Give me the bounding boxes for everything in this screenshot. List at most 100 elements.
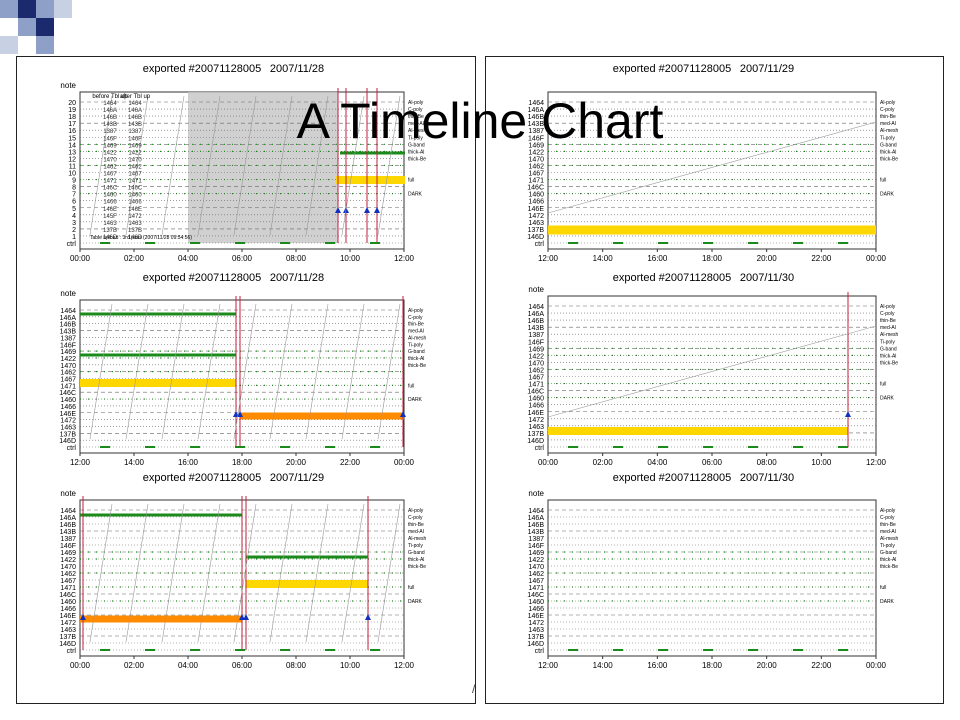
chart2-y-label: 146A (60, 315, 77, 322)
chart5-y-label: 1466 (528, 403, 544, 410)
chart1-y-label: 19 (68, 107, 76, 114)
chart4-y-label: 1469 (528, 142, 544, 149)
chart2-state-bar (80, 312, 236, 316)
chart3-diag-trace (197, 503, 221, 643)
chart2-y-label: 1469 (60, 349, 76, 356)
chart4-x-tick-label: 20:00 (757, 254, 778, 263)
chart3-y-label: ctrl (67, 648, 77, 655)
chart1-table-header-after: after Tbl up (120, 94, 151, 100)
chart2-legend-label: DARK (408, 397, 423, 403)
footer-mark: / (472, 682, 476, 696)
chart1-table-before-cell: 1471 (103, 179, 117, 185)
chart4-y-label: 1472 (528, 213, 544, 220)
chart2-legend-label: thick-Al (408, 356, 424, 362)
chart4-x-tick-label: 12:00 (538, 254, 559, 263)
chart1-title: exported #20071128005 (143, 63, 261, 75)
chart3-legend-label: Al-poly (408, 508, 424, 514)
chart4-plot-area (547, 91, 877, 250)
chart1-diag-trace (233, 95, 257, 236)
chart3-legend-label: DARK (408, 599, 423, 605)
chart1-date: 2007/11/28 (270, 63, 324, 75)
chart1-y-label: 5 (72, 206, 76, 213)
chart4-legend-label: G-band (880, 142, 897, 148)
chart4-y-label: 137B (528, 227, 545, 234)
chart1-table-after-cell: 1463 (128, 221, 142, 227)
chart5-y-label: 1460 (528, 396, 544, 403)
chart5-y-label: 146E (528, 410, 545, 417)
chart3-y-label: 1422 (60, 557, 76, 564)
chart6-title: exported #20071128005 (613, 472, 731, 484)
chart1-y-label: 7 (72, 192, 76, 199)
chart2-x-tick-label: 00:00 (394, 458, 415, 467)
chart2-state-bar (80, 379, 236, 387)
chart3-legend-label: Al-mesh (408, 536, 427, 542)
chart1-y-label: 17 (68, 121, 76, 128)
chart2-y-label: 146B (60, 322, 77, 329)
chart1-table-before-cell: 146F (103, 136, 117, 142)
chart5-x-tick-label: 02:00 (593, 458, 614, 467)
chart1-y-label: 9 (72, 178, 76, 185)
chart1-diag-trace (269, 95, 293, 236)
chart1-y-label: 6 (72, 199, 76, 206)
chart1-y-label: 3 (72, 220, 76, 227)
chart5-legend-label: thin-Be (880, 318, 896, 324)
chart1-table-after-cell: 1466 (128, 200, 142, 206)
chart4-y-label: 1462 (528, 163, 544, 170)
chart1-state-bar (336, 176, 405, 184)
chart6-legend-label: med-Al (880, 529, 896, 535)
chart1-table-after-cell: 146C (128, 186, 143, 192)
chart2-legend-label: Al-mesh (408, 335, 427, 341)
chart4-y-label: 1464 (528, 100, 544, 107)
chart4-y-label: ctrl (535, 241, 545, 248)
chart2-y-label: 146C (59, 390, 76, 397)
chart3-event-triangle (365, 614, 371, 620)
chart5-title: exported #20071128005 (613, 272, 731, 284)
chart4-legend-label: thin-Be (880, 114, 896, 120)
chart4-title: exported #20071128005 (613, 63, 731, 75)
chart4-legend-label: Ti-poly (880, 135, 895, 141)
chart1-y-label: 2 (72, 227, 76, 234)
chart1-table-before-cell: 1422 (103, 150, 117, 156)
chart1-table-after-cell: 1472 (128, 214, 142, 220)
chart3-y-label: 146A (60, 515, 77, 522)
chart6-x-tick-label: 16:00 (647, 661, 668, 670)
chart1-table-after-cell: 146D (128, 235, 143, 241)
slide-title: A Timeline Chart (296, 93, 664, 149)
chart1-table-before-cell: 146C (103, 186, 118, 192)
chart3-state-bar (246, 555, 368, 559)
chart3-diag-trace (161, 503, 185, 643)
chart4-y-label: 146B (528, 114, 545, 121)
chart6-x-tick-label: 22:00 (811, 661, 832, 670)
chart1-y-label: 14 (68, 142, 76, 149)
chart5-legend-label: C-poly (880, 311, 895, 317)
chart1-table-before-cell: 1467 (103, 172, 117, 178)
chart3-x-tick-label: 08:00 (286, 661, 307, 670)
chart2-diag-trace (125, 303, 149, 440)
chart1-legend-label: C-poly (408, 107, 423, 113)
chart2-y-label: 1422 (60, 356, 76, 363)
chart4-x-tick-label: 18:00 (702, 254, 723, 263)
chart1-y-label: 16 (68, 128, 76, 135)
chart6-x-tick-label: 12:00 (538, 661, 559, 670)
chart2-y-label: 1464 (60, 308, 76, 315)
chart4-legend-label: C-poly (880, 107, 895, 113)
chart2-diag-trace (305, 303, 329, 440)
chart5-y-label: 1462 (528, 367, 544, 374)
chart2-x-tick-label: 20:00 (286, 458, 307, 467)
chart2-x-tick-label: 14:00 (124, 458, 145, 467)
chart3-y-label: 1387 (60, 536, 76, 543)
chart3-legend-label: thick-Be (408, 564, 426, 570)
chart1-table-after-cell: 143B (128, 122, 142, 128)
chart6-y-label: 1469 (528, 550, 544, 557)
chart3-legend-label: Ti-poly (408, 543, 423, 549)
chart3-y-label: 146F (60, 543, 76, 550)
chart4-state-bar (548, 225, 876, 235)
chart2-y-label: 1463 (60, 424, 76, 431)
chart3-diag-trace (305, 503, 329, 643)
chart2-diag-trace (197, 303, 221, 440)
chart2-legend-label: full (408, 383, 414, 389)
chart3-legend-label: thin-Be (408, 522, 424, 528)
chart3-y-label: 143B (60, 529, 77, 536)
chart4-y-label: 1471 (528, 178, 544, 185)
corner-square-light-6 (0, 36, 18, 54)
